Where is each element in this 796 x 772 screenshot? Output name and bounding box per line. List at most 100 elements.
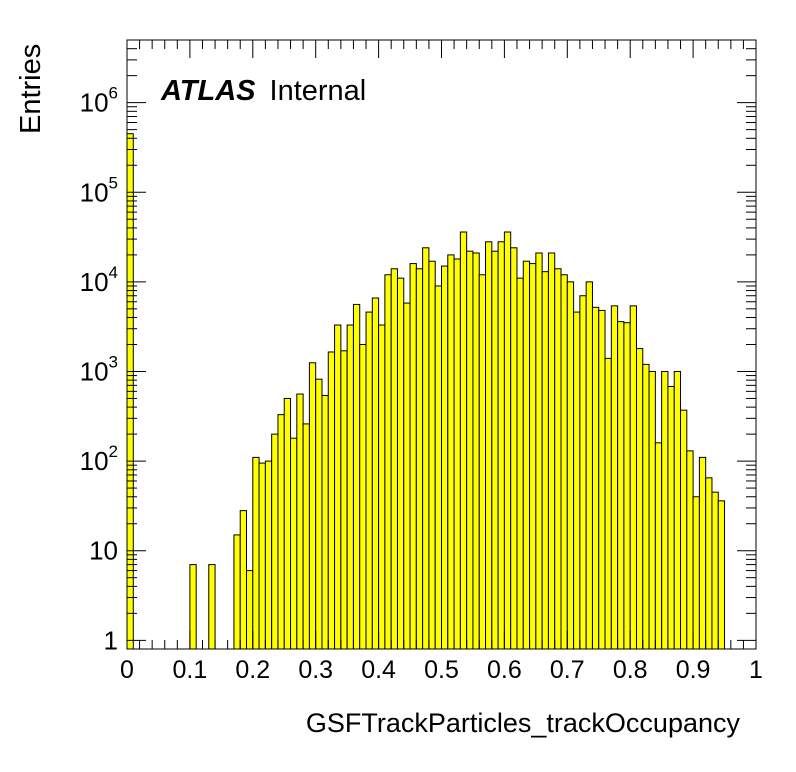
- histogram-bar: [296, 393, 304, 650]
- x-tick-label: 1: [749, 656, 763, 684]
- histogram-bar: [258, 462, 266, 650]
- histogram-bar: [485, 241, 493, 650]
- histogram-bar: [302, 423, 310, 650]
- y-axis-label: Entries: [15, 44, 47, 134]
- histogram-bar: [208, 564, 216, 650]
- histogram-bar: [290, 437, 298, 650]
- histogram-bar: [522, 260, 531, 650]
- histogram-bar: [453, 258, 461, 650]
- histogram-bar: [233, 534, 241, 650]
- histogram-bar: [277, 414, 285, 650]
- histogram-bar: [491, 250, 499, 650]
- histogram-bar: [529, 263, 537, 650]
- histogram-bar: [352, 303, 361, 650]
- histogram-bar: [535, 252, 543, 650]
- x-tick-label: 0.6: [487, 656, 522, 684]
- x-axis-label: GSFTrackParticles_trackOccupancy: [306, 708, 741, 738]
- histogram-bar: [271, 433, 279, 650]
- histogram-bar: [661, 370, 669, 650]
- y-axis-ticks: [127, 39, 756, 641]
- histogram-bar: [623, 322, 631, 650]
- histogram-bar: [434, 285, 442, 650]
- y-tick-label: 106: [80, 84, 118, 118]
- x-tick-label: 0.8: [613, 656, 648, 684]
- histogram-bar: [403, 302, 411, 650]
- histogram-bar: [698, 456, 707, 650]
- histogram-bar: [283, 397, 292, 650]
- histogram-bar: [327, 351, 336, 650]
- histogram-bar: [705, 477, 713, 650]
- histogram-bar: [554, 268, 562, 650]
- x-tick-label: 0.2: [235, 656, 270, 684]
- x-tick-label: 0.4: [361, 656, 396, 684]
- histogram-bar: [415, 268, 424, 650]
- histogram-bar: [591, 306, 600, 650]
- y-tick-label: 103: [80, 352, 118, 386]
- histogram-bar: [711, 491, 719, 650]
- x-tick-label: 0.9: [676, 656, 711, 684]
- histogram-bar: [617, 321, 625, 650]
- histogram-bar: [422, 247, 430, 650]
- x-axis-tick-labels: 0 0.1 0.2 0.3 0.4 0.5 0.6 0.7 0.8 0.9 1: [120, 656, 763, 684]
- histogram-bar: [441, 265, 449, 650]
- y-axis-tick-labels: 1 10 102 103 104 105 106: [80, 84, 118, 656]
- histogram-bar: [566, 281, 575, 650]
- histogram-bar: [667, 385, 675, 650]
- histogram-bar: [378, 324, 386, 650]
- histogram-bar: [359, 344, 367, 650]
- histogram-bar: [365, 311, 373, 650]
- histogram-bar: [516, 277, 524, 650]
- histogram-bar: [642, 363, 650, 650]
- y-tick-label: 10: [89, 536, 118, 566]
- y-tick-label: 105: [80, 173, 118, 207]
- histogram-bar: [635, 348, 644, 650]
- histogram-bar: [466, 250, 474, 650]
- histogram-bar: [585, 281, 593, 650]
- histogram-bar: [686, 450, 694, 650]
- histogram-bar: [541, 271, 549, 650]
- histogram-bar: [252, 456, 260, 650]
- histogram-bar: [510, 247, 518, 650]
- atlas-label: ATLAS Internal: [160, 75, 366, 107]
- histogram-bar: [390, 268, 398, 650]
- histogram-bar: [573, 311, 581, 650]
- x-tick-label: 0.1: [173, 656, 208, 684]
- histogram-bar: [610, 305, 619, 650]
- histogram-bar: [629, 305, 637, 650]
- histogram-bar: [384, 274, 392, 650]
- histogram-bar: [246, 570, 254, 650]
- histogram-bar: [315, 378, 323, 650]
- x-tick-label: 0.3: [298, 656, 333, 684]
- histogram-bar: [396, 277, 405, 650]
- histogram-bar: [648, 370, 656, 650]
- histogram-bar: [598, 309, 606, 650]
- histogram-bar: [409, 263, 417, 650]
- x-tick-label: 0.7: [550, 656, 585, 684]
- histogram-bar: [497, 241, 505, 650]
- histogram-bar: [321, 394, 329, 650]
- histogram-bar: [503, 231, 512, 650]
- histogram-bar: [478, 274, 487, 650]
- histogram-bar: [604, 357, 612, 650]
- histogram-bar: [371, 297, 380, 650]
- histogram-bar: [189, 564, 197, 650]
- histogram-bar: [340, 350, 348, 650]
- histogram-bar: [547, 252, 556, 650]
- y-tick-label: 104: [80, 263, 118, 297]
- histogram-bar: [717, 500, 726, 650]
- histogram-bar: [459, 231, 468, 650]
- histogram-bar: [680, 409, 688, 650]
- histogram-bar: [560, 274, 568, 650]
- histogram-bar: [346, 324, 354, 650]
- histogram-bar: [673, 370, 682, 650]
- histogram-bar: [264, 460, 273, 650]
- histogram-bar: [334, 324, 342, 650]
- histogram-bar: [579, 295, 587, 650]
- atlas-bold-text: ATLAS: [160, 75, 256, 107]
- histogram-bar: [472, 252, 480, 650]
- histogram-bar: [239, 510, 248, 650]
- histogram-bar: [692, 496, 700, 650]
- y-tick-label: 1: [104, 625, 118, 655]
- histogram-bar: [447, 254, 455, 650]
